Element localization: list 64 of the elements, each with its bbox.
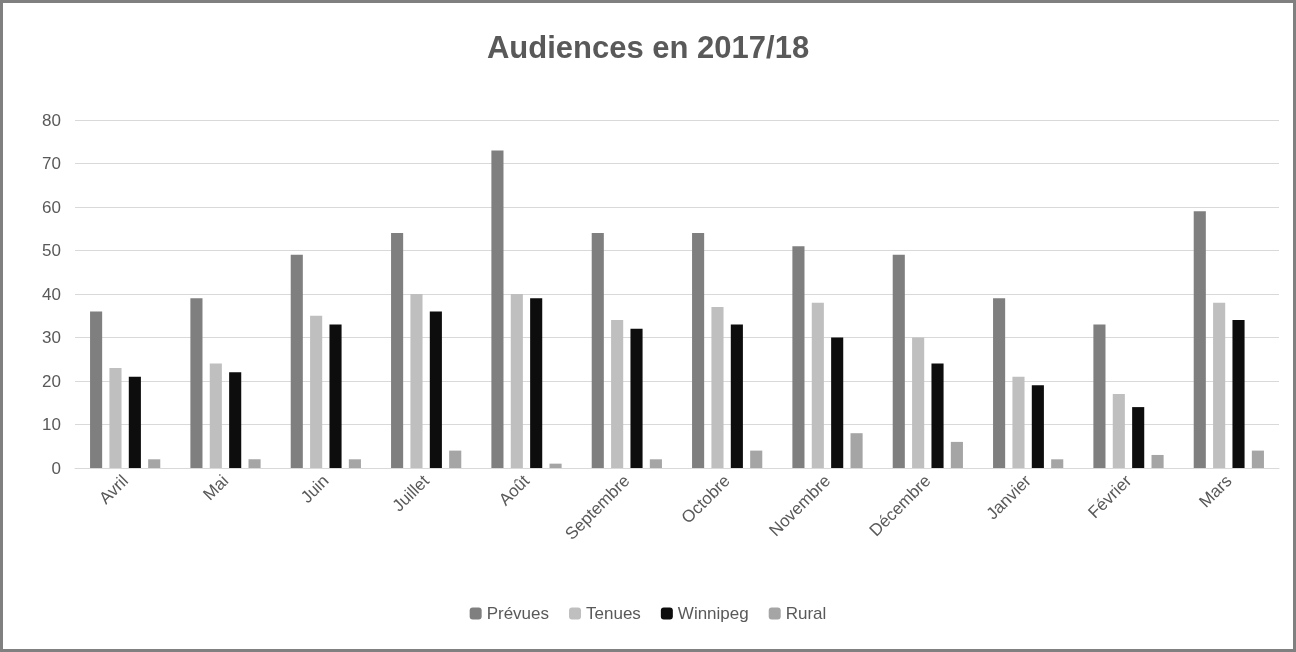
- bar: [1132, 407, 1145, 468]
- bar: [1251, 450, 1264, 468]
- bar: [1051, 459, 1064, 468]
- bar: [128, 376, 141, 468]
- x-tick-label: Juin: [297, 471, 333, 507]
- y-tick-label: 0: [51, 458, 61, 478]
- bar: [248, 459, 261, 468]
- y-tick-label: 10: [42, 415, 61, 434]
- bar: [1112, 394, 1125, 468]
- bar: [993, 298, 1006, 468]
- bar: [148, 459, 161, 468]
- bar: [290, 254, 303, 468]
- bar: [449, 450, 462, 468]
- legend-label: Tenues: [586, 604, 641, 623]
- bar: [792, 246, 805, 468]
- y-tick-label: 70: [42, 154, 61, 173]
- bar: [892, 254, 905, 468]
- bar: [429, 311, 442, 468]
- legend-label: Rural: [785, 604, 827, 623]
- bar: [1031, 385, 1044, 468]
- y-tick-label: 50: [42, 241, 61, 260]
- bar: [491, 150, 504, 468]
- y-tick-label: 20: [42, 371, 61, 391]
- bar: [811, 302, 824, 468]
- legend-label: Prévues: [486, 604, 550, 623]
- bar: [591, 233, 604, 468]
- bar: [90, 311, 103, 468]
- bar: [1012, 376, 1025, 468]
- bar: [329, 324, 342, 468]
- bar: [1151, 454, 1164, 468]
- bar: [630, 328, 643, 468]
- y-tick-label: 80: [42, 110, 61, 130]
- bar: [1093, 324, 1106, 468]
- bar: [229, 372, 242, 468]
- bar: [209, 363, 222, 468]
- bar: [549, 463, 562, 468]
- bar: [510, 294, 523, 468]
- bar: [711, 307, 724, 468]
- bar: [410, 294, 423, 468]
- bar: [692, 233, 705, 468]
- bar: [530, 298, 543, 468]
- legend-label: Winnipeg: [677, 604, 749, 623]
- bar: [931, 363, 944, 468]
- bar: [649, 459, 662, 468]
- bar: [348, 459, 361, 468]
- bar: [1193, 211, 1206, 468]
- bar: [1232, 320, 1245, 468]
- bar: [850, 433, 863, 468]
- bar: [611, 320, 624, 468]
- bar: [1213, 302, 1226, 468]
- bar: [190, 298, 203, 468]
- x-tick-label: Mai: [199, 471, 233, 505]
- bar: [310, 315, 323, 468]
- chart-title: Audiences en 2017/18: [486, 30, 810, 65]
- bar: [730, 324, 743, 468]
- bar: [391, 233, 404, 468]
- bar: [831, 337, 844, 468]
- y-tick-label: 40: [42, 284, 61, 304]
- y-tick-label: 30: [42, 328, 61, 347]
- bar: [950, 441, 963, 468]
- y-tick-label: 60: [42, 197, 61, 217]
- bar: [912, 337, 925, 468]
- bar: [750, 450, 763, 468]
- bar: [109, 367, 122, 468]
